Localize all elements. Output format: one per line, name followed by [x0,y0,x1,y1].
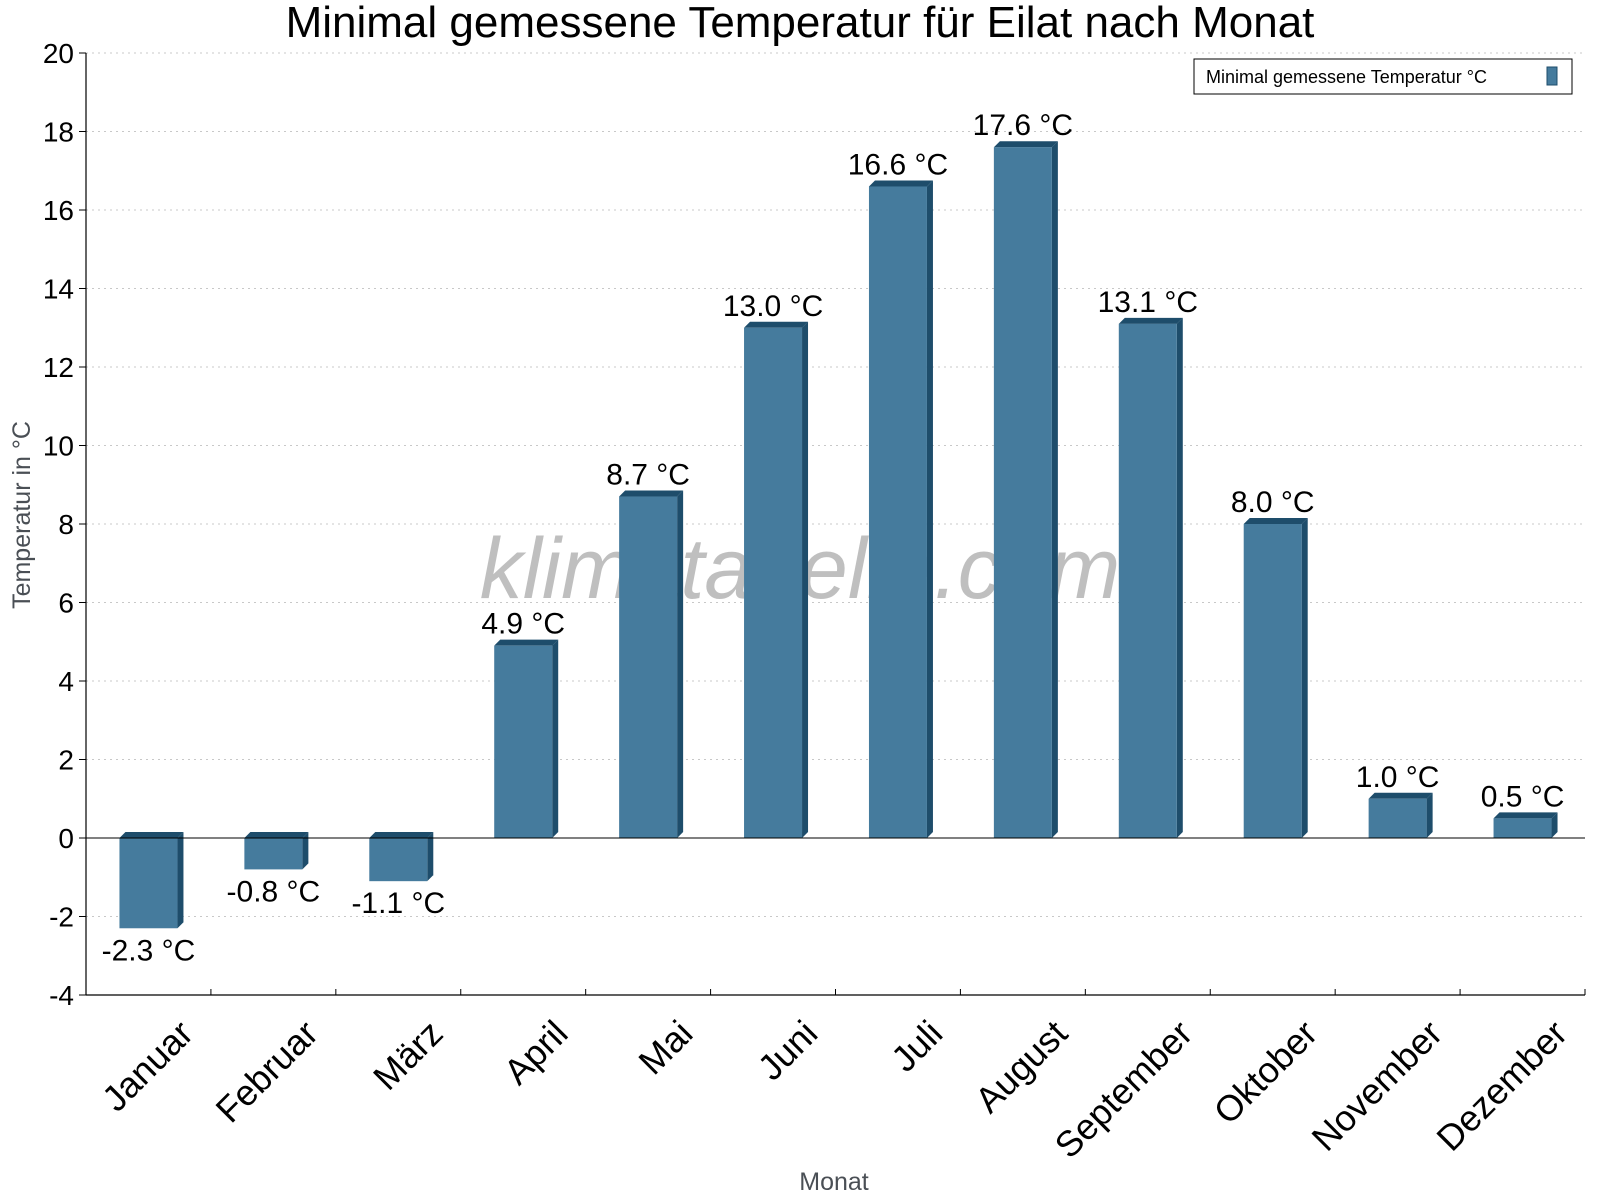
bar-top [1368,792,1433,799]
bar-top [1243,518,1308,524]
data-label: -0.8 °C [227,875,321,908]
y-tick-label: 20 [43,38,74,69]
bar-front [868,186,927,838]
data-label: -1.1 °C [351,887,445,920]
x-tick-label: August [967,1012,1075,1120]
bar-top [369,832,434,838]
y-tick-label: 8 [58,509,74,540]
bar-top [868,180,933,187]
bar-side [802,321,809,838]
bar [1118,317,1183,838]
x-axis-label: Monat [799,1168,869,1196]
x-tick-label: September [1047,1012,1201,1166]
data-label: 0.5 °C [1481,780,1565,813]
bar-side [177,832,184,929]
data-label: -2.3 °C [102,934,196,967]
bar-front [619,496,678,838]
bar-side [302,832,309,870]
x-tick-label: April [496,1012,576,1092]
y-tick-label: 4 [58,666,74,697]
data-labels: -2.3 °C -0.8 °C -1.1 °C 4.9 °C 8.7 °C 13.0 °C… [102,109,1565,967]
bar-side [1301,518,1308,838]
bar-side [1551,812,1558,838]
bar-side [427,832,434,882]
data-label: 16.6 °C [848,148,948,181]
bar-top [1493,812,1558,819]
bar-front [993,147,1052,838]
bar-side [1051,141,1058,838]
bar [619,490,684,838]
bar [868,180,933,838]
bar-side [552,639,559,838]
bar-front [244,838,303,870]
data-label: 1.0 °C [1356,761,1440,794]
bar [244,832,309,870]
x-tick-label: Dezember [1428,1012,1574,1158]
legend: Minimal gemessene Temperatur °C [1193,58,1573,95]
bar-top [744,321,809,328]
y-tick-label: -4 [49,980,74,1011]
data-label: 13.0 °C [723,290,823,323]
y-tick-label: 0 [58,823,74,854]
y-tick-label: 6 [58,588,74,619]
bar-top [619,490,684,497]
x-tick-label: Juni [750,1012,826,1088]
x-tick-label: November [1304,1012,1450,1158]
bar-side [677,490,684,838]
x-tick-label: Mai [630,1012,700,1082]
bar-top [244,832,309,838]
grid [86,52,1585,996]
y-tick-label: 12 [43,352,74,383]
y-tick-label: 14 [43,274,74,305]
bar-front [1368,798,1427,838]
bar-side [1176,317,1183,838]
data-label: 8.7 °C [606,459,690,492]
bar [369,832,434,882]
bar-front [369,838,428,882]
legend-box [1193,58,1573,95]
bar-front [119,838,178,929]
bar [494,639,559,838]
legend-entry-label: Minimal gemessene Temperatur °C [1206,67,1487,87]
y-axis-label: Temperatur in °C [8,421,36,609]
bar-front [744,327,803,838]
bar-front [1493,818,1552,838]
y-tick-label: 2 [58,745,74,776]
bar-top [119,832,184,838]
x-tick-label: Juli [883,1012,950,1079]
data-label: 17.6 °C [973,109,1073,142]
bar-side [926,180,933,838]
bar [1493,812,1558,838]
bar [744,321,809,838]
bar-top [993,141,1058,148]
x-tick-label: Februar [208,1012,326,1130]
bar [1368,792,1433,838]
y-tick-label: 10 [43,431,74,462]
chart-title: Minimal gemessene Temperatur für Eilat n… [286,0,1315,47]
y-tick-label: 16 [43,195,74,226]
bar-front [1243,524,1302,838]
y-tick-label: -2 [49,902,74,933]
bar-top [1118,317,1183,324]
bar-side [1426,792,1433,838]
legend-swatch [1546,66,1558,86]
data-label: 4.9 °C [481,608,565,641]
data-label: 13.1 °C [1098,286,1198,319]
bar [1243,518,1308,838]
x-tick-label: März [365,1012,451,1098]
x-tick-label: Januar [94,1012,201,1119]
x-tick-label: Oktober [1205,1012,1325,1132]
bar-top [494,639,559,646]
bar [119,832,184,929]
bar-front [494,645,553,838]
bar-front [1118,323,1177,838]
bars [119,141,1558,929]
bar [993,141,1058,838]
y-tick-label: 18 [43,117,74,148]
data-label: 8.0 °C [1231,486,1315,519]
